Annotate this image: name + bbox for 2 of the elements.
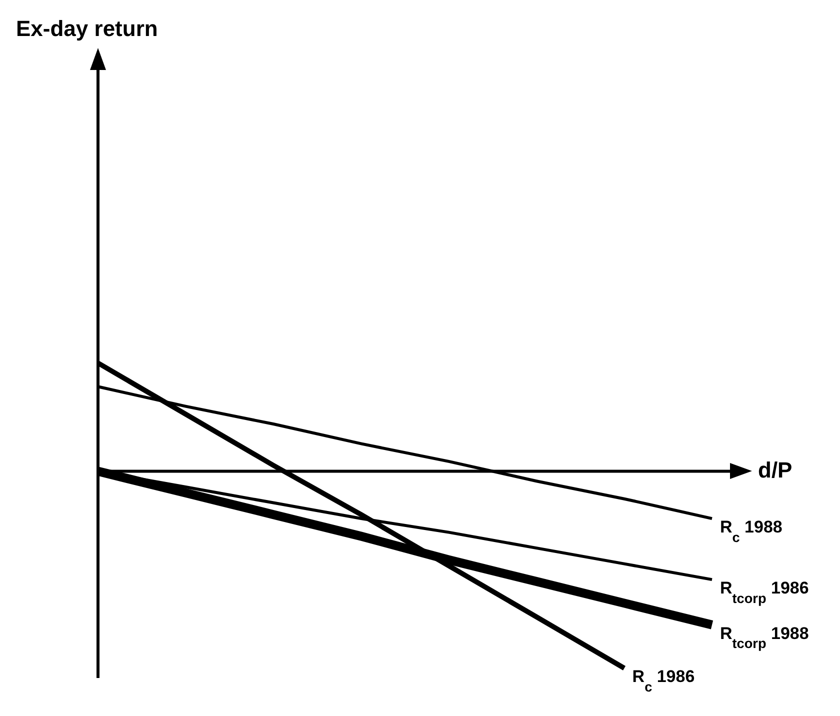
x-axis-title: d/P xyxy=(758,457,792,482)
text: Ex-day return xyxy=(16,16,158,41)
